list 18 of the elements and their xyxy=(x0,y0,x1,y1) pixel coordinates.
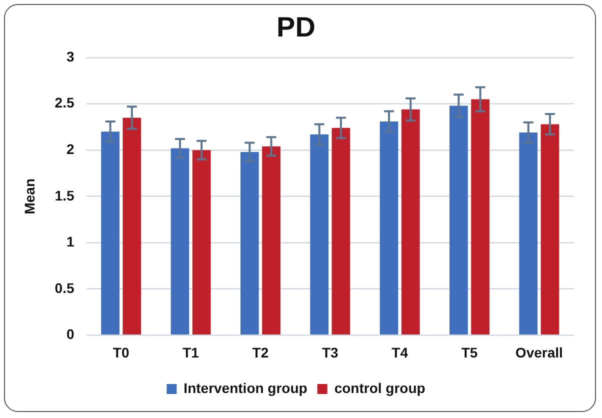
y-tick-label: 2.5 xyxy=(54,94,74,111)
x-tick-label: T5 xyxy=(461,344,478,360)
y-tick-label: 0 xyxy=(66,326,74,342)
chart-title: PD xyxy=(276,12,316,43)
legend-label: Intervention group xyxy=(184,380,308,396)
x-tick-label: T2 xyxy=(252,344,269,360)
x-tick-label: T1 xyxy=(182,344,200,360)
legend-label: control group xyxy=(334,380,426,396)
y-tick-label: 2 xyxy=(66,140,74,157)
x-tick-label: T0 xyxy=(112,344,130,360)
y-axis-title: Mean xyxy=(21,178,38,214)
y-tick-label: 1 xyxy=(66,234,74,250)
y-tick-label: 1.5 xyxy=(54,187,74,204)
x-tick-label: Overall xyxy=(515,344,563,360)
y-tick-label: 0.5 xyxy=(54,280,74,296)
y-tick-label: 3 xyxy=(66,48,74,64)
x-tick-label: T3 xyxy=(322,344,339,360)
x-tick-label: T4 xyxy=(392,344,408,360)
